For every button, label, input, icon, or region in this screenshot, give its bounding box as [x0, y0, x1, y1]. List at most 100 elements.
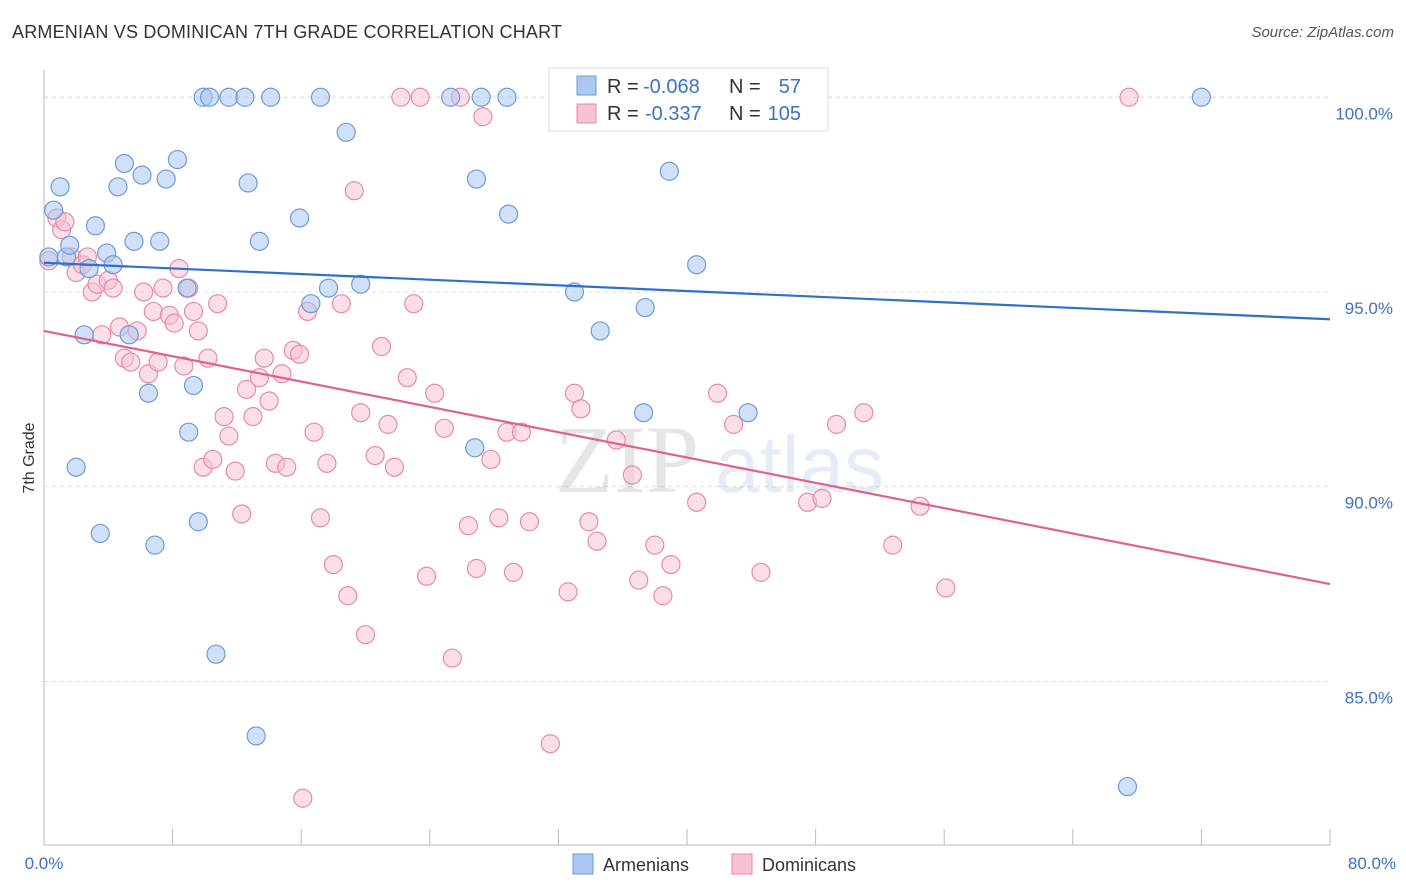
dominicans-point [540, 734, 560, 754]
dominicans-point [365, 445, 385, 466]
dominicans-point [425, 383, 445, 403]
dominicans-point [103, 278, 123, 298]
armenians-point [108, 177, 128, 197]
armenians-point [156, 169, 176, 189]
y-tick-label: 95.0% [1345, 299, 1393, 318]
dominicans-point [355, 625, 376, 645]
armenians-point [318, 278, 339, 298]
dominicans-point [148, 352, 168, 372]
armenians-point [199, 87, 220, 107]
armenians-point [564, 282, 585, 302]
dominicans-trendline [43, 329, 1331, 586]
armenians-point [738, 403, 758, 423]
dominicans-point [687, 492, 707, 512]
dominicans-point [289, 344, 310, 364]
dominicans-point [225, 461, 245, 481]
dominicans-point [883, 535, 903, 555]
dominicans-point [489, 508, 509, 528]
dominicans-point [344, 181, 364, 201]
armenians-point [50, 177, 70, 197]
armenians-r-value: -0.068 [643, 76, 700, 98]
armenians-point [79, 259, 99, 279]
dominicans-point [558, 582, 578, 602]
armenians-point [498, 204, 519, 224]
armenians-point [249, 231, 270, 251]
dominicans-point [254, 348, 274, 368]
dominicans-point [936, 578, 956, 598]
gridlines [44, 96, 1330, 682]
dominicans-point [208, 294, 228, 314]
dominicans-point [331, 294, 351, 314]
stats-legend: R = -0.068 N = 57 R = -0.337 N = 105 [548, 67, 829, 132]
dominicans-point [410, 87, 430, 107]
dominicans-point [55, 212, 75, 232]
dominicans-point [466, 558, 487, 579]
dominicans-point [277, 457, 297, 477]
x-tick-label-max: 80.0% [1348, 854, 1396, 873]
armenians-point [145, 535, 165, 555]
dominicans-point [188, 321, 208, 341]
dominicans-point [143, 301, 163, 322]
y-tick-labels: 85.0% 90.0% 95.0% 100.0% [1335, 104, 1393, 707]
armenians-point [246, 726, 266, 746]
armenians-point [114, 153, 134, 174]
dominicans-point [174, 356, 194, 376]
armenians-point [441, 87, 461, 107]
dominicans-point [153, 278, 173, 298]
armenians-point [124, 231, 144, 251]
watermark-zip: ZIP [555, 406, 699, 513]
armenians-point [659, 161, 679, 181]
armenians-point [177, 278, 197, 298]
legend-armenians-swatch [572, 853, 594, 875]
dominicans-point [473, 107, 493, 127]
armenians-n-value: 57 [779, 76, 801, 98]
dominicans-point [391, 87, 411, 107]
dominicans-point [629, 570, 649, 590]
dominicans-point [1119, 87, 1139, 107]
watermark-atlas: atlas [715, 420, 884, 509]
armenians-point [590, 321, 610, 341]
dominicans-point [653, 586, 673, 606]
trendlines [43, 261, 1331, 586]
dominicans-point [503, 562, 523, 582]
armenians-point [497, 87, 517, 107]
armenians-point [119, 325, 139, 345]
dominicans-r-label: R = [607, 103, 639, 125]
dominicans-point [645, 535, 665, 555]
watermark: ZIP atlas [555, 406, 884, 513]
armenians-point [179, 422, 199, 442]
armenians-point [635, 297, 655, 318]
dominicans-point [854, 403, 874, 423]
armenians-point [66, 457, 86, 477]
dominicans-point [587, 531, 607, 551]
y-tick-label: 85.0% [1345, 688, 1393, 707]
armenians-point [235, 87, 255, 107]
armenians-point [1117, 776, 1138, 797]
dominicans-points [39, 87, 1139, 808]
dominicans-point [259, 391, 279, 411]
dominicans-point [751, 562, 771, 582]
dominicans-n-label: N = [729, 103, 761, 125]
dominicans-point [404, 294, 424, 314]
y-tick-label: 100.0% [1335, 104, 1393, 123]
dominicans-point [519, 512, 540, 532]
armenians-point [310, 87, 331, 107]
chart-source: Source: ZipAtlas.com [1251, 24, 1394, 41]
x-tick-label-min: 0.0% [25, 854, 64, 873]
dominicans-point [183, 301, 204, 322]
dominicans-point [338, 586, 358, 606]
dominicans-point [622, 465, 642, 485]
dominicans-point [397, 368, 417, 388]
dominicans-point [214, 407, 234, 427]
armenians-point [1191, 87, 1212, 107]
legend-dominicans-swatch [731, 853, 753, 875]
dominicans-point [323, 554, 343, 575]
armenians-point [188, 512, 208, 532]
armenians-point [301, 294, 321, 314]
armenians-point [633, 403, 654, 423]
dominicans-swatch [576, 103, 597, 124]
dominicans-point [236, 379, 257, 399]
armenians-point [167, 149, 188, 170]
dominicans-point [293, 788, 313, 808]
dominicans-point [134, 282, 154, 302]
